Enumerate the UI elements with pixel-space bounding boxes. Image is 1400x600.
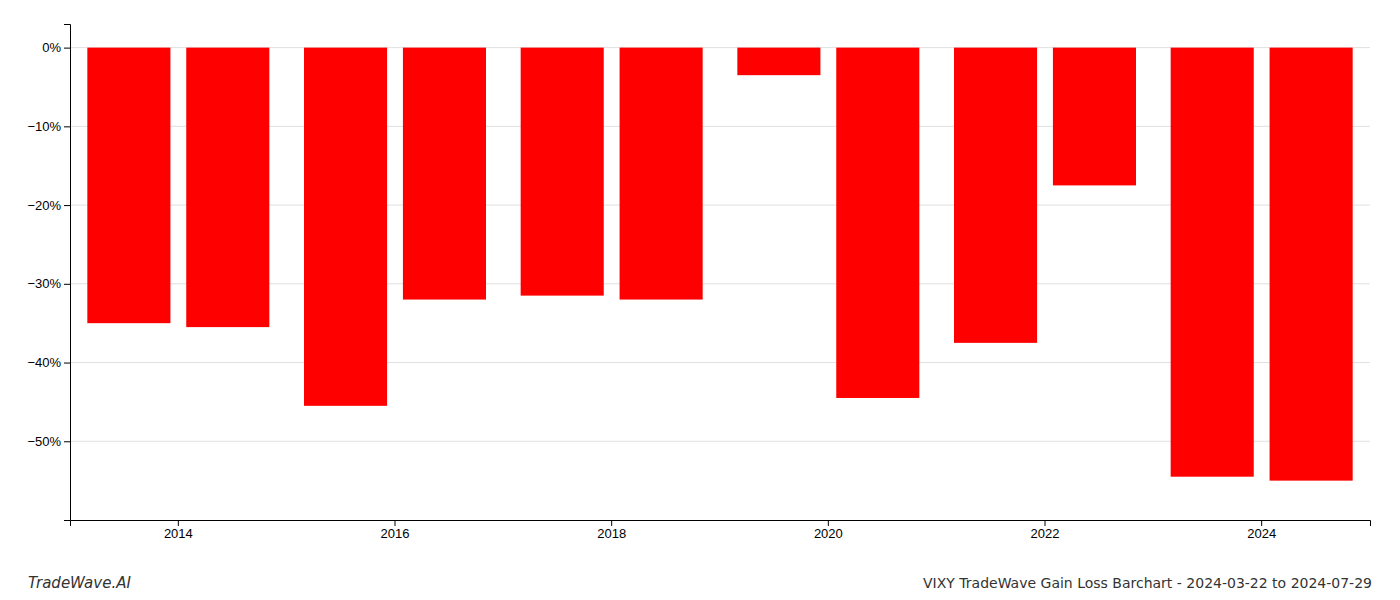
y-tick-mark (64, 205, 70, 206)
x-tick-label: 2018 (597, 526, 626, 541)
chart: 0%−10%−20%−30%−40%−50%201420162018202020… (0, 0, 1400, 600)
bar (836, 48, 919, 398)
y-axis: 0% −10% −20% −30% −40% −50% (27, 25, 70, 521)
y-tick-label: −40% (27, 355, 61, 370)
y-tick: −50% (27, 434, 70, 449)
bar (403, 48, 486, 300)
y-tick: −30% (27, 276, 70, 291)
x-tick-mark (395, 520, 396, 526)
x-tick-mark (178, 520, 179, 526)
bar (620, 48, 703, 300)
bar (1053, 48, 1136, 186)
y-tick-mark (64, 363, 70, 364)
bar (87, 48, 170, 324)
bar (304, 48, 387, 406)
x-tick-mark (1045, 520, 1046, 526)
y-tick-mark (64, 48, 70, 49)
x-tick-label: 2020 (814, 526, 843, 541)
x-tick-label: 2024 (1247, 526, 1276, 541)
x-tick: 2020 (814, 520, 843, 541)
bar (521, 48, 604, 296)
bar (186, 48, 269, 327)
x-tick-label: 2022 (1031, 526, 1060, 541)
bar (1171, 48, 1254, 477)
y-tick-label: 0% (42, 40, 61, 55)
x-tick-mark (828, 520, 829, 526)
bar (954, 48, 1037, 343)
plot: 0%−10%−20%−30%−40%−50%201420162018202020… (27, 25, 1370, 542)
y-tick-mark (64, 284, 70, 285)
x-tick-label: 2016 (381, 526, 410, 541)
x-tick: 2018 (597, 520, 626, 541)
y-tick: −20% (27, 198, 70, 213)
bar (737, 48, 820, 76)
watermark: TradeWave.AI (28, 574, 131, 592)
bar (1270, 48, 1353, 481)
x-tick-mark (1261, 520, 1262, 526)
y-tick-mark (64, 126, 70, 127)
y-tick: −40% (27, 355, 70, 370)
x-tick: 2014 (164, 520, 193, 541)
y-tick-label: −50% (27, 434, 61, 449)
x-tick-label: 2014 (164, 526, 193, 541)
x-tick: 2024 (1247, 520, 1276, 541)
x-axis: 2014 2016 2018 2020 2022 2024 (71, 520, 1371, 541)
title: VIXY TradeWave Gain Loss Barchart - 2024… (923, 575, 1372, 591)
x-tick: 2016 (381, 520, 410, 541)
y-tick-label: −10% (27, 119, 61, 134)
y-tick-label: −20% (27, 198, 61, 213)
x-tick: 2022 (1031, 520, 1060, 541)
y-tick: 0% (42, 40, 70, 55)
y-tick: −10% (27, 119, 70, 134)
bars (87, 48, 1352, 481)
y-axis-line (64, 25, 71, 521)
x-axis-line (71, 521, 1371, 527)
y-tick-mark (64, 441, 70, 442)
x-tick-mark (611, 520, 612, 526)
y-tick-label: −30% (27, 276, 61, 291)
